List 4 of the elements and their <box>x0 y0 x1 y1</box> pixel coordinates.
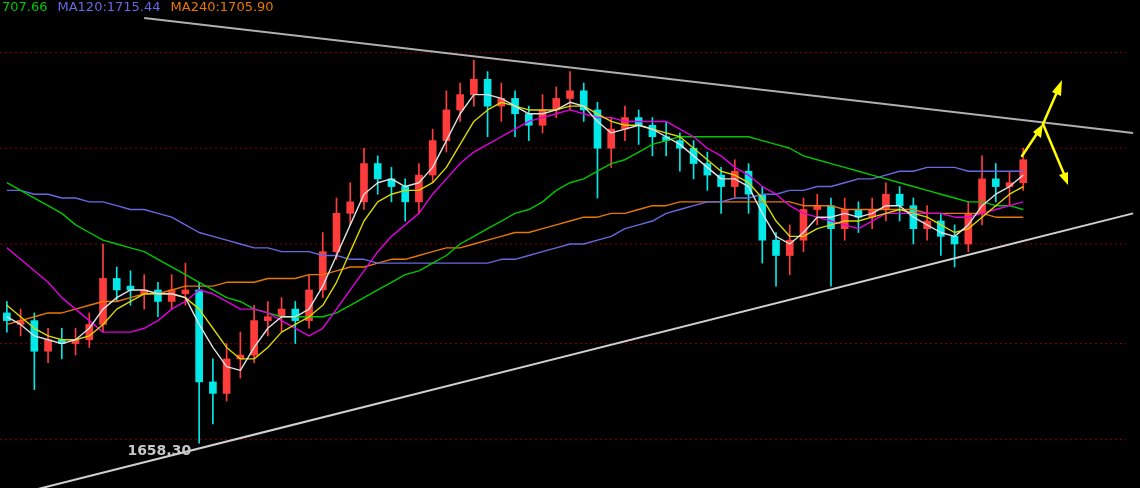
text: 707.66 <box>2 0 48 14</box>
text: MA120:1715.44 <box>57 0 161 14</box>
text: MA240:1705.90 <box>170 0 274 14</box>
annotation: 1658.30 <box>127 441 192 458</box>
